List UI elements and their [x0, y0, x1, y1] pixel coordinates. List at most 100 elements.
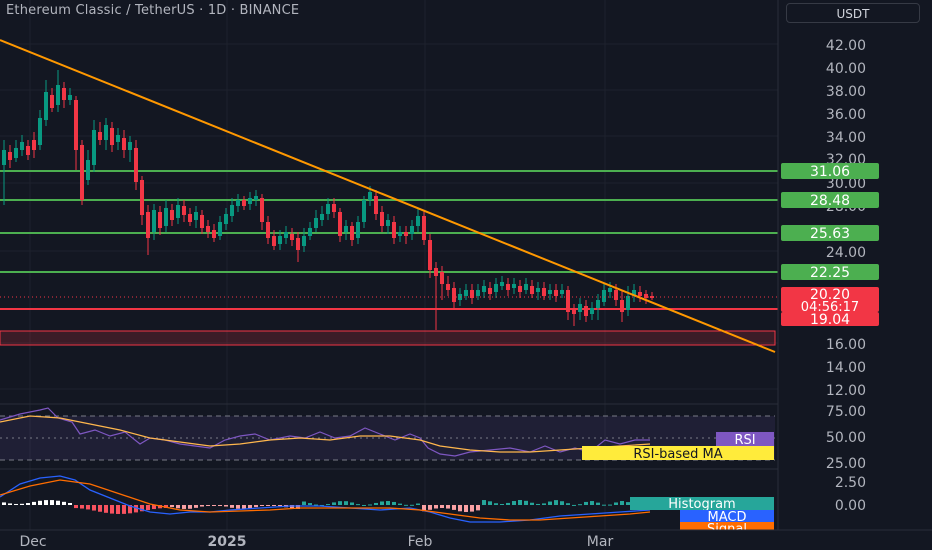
rsi-ma-line [0, 415, 651, 453]
price-tick: 14.00 [826, 360, 866, 376]
candle-body [440, 272, 444, 284]
histogram-bar [194, 505, 198, 508]
candle-body [326, 204, 330, 214]
histogram-bar [434, 505, 438, 509]
candle-body [230, 205, 234, 216]
histogram-bar [452, 505, 456, 510]
histogram-bar [476, 505, 480, 511]
histogram-bar [92, 505, 96, 511]
rsi-tag [716, 432, 774, 446]
price-tick: 34.00 [826, 130, 866, 146]
candle-body [128, 142, 132, 150]
candle-body [566, 290, 570, 312]
candle-body [488, 288, 492, 294]
histogram-bar [314, 504, 318, 506]
macd-line [0, 475, 651, 523]
candle-body [50, 95, 54, 108]
histogram-bar [128, 505, 132, 514]
histogram-bar [626, 502, 630, 505]
candle-body [56, 85, 60, 105]
histogram-bar [428, 505, 432, 510]
histogram-bar [566, 503, 570, 505]
histogram-bar [512, 501, 516, 505]
candle-body [464, 290, 468, 296]
candle-body [350, 226, 354, 240]
candle-body [224, 214, 228, 224]
horizontal-levels[interactable] [0, 170, 778, 310]
rsi-line [0, 407, 650, 457]
candle-body [110, 128, 114, 145]
candle-body [398, 232, 402, 236]
candle-body [476, 290, 480, 296]
histogram-bar [104, 505, 108, 513]
candle-body [254, 196, 258, 200]
level-19-04-label: 19.04 [810, 312, 850, 328]
histogram-bar [470, 505, 474, 512]
histogram-bar [410, 504, 414, 506]
candle-body [314, 218, 318, 228]
histogram-bar [278, 505, 282, 506]
candle-body [38, 118, 42, 145]
histogram-bar [494, 503, 498, 505]
histogram-bar [524, 500, 528, 505]
candle-body [434, 268, 438, 276]
candle-body [626, 296, 630, 310]
histogram-bar [320, 504, 324, 506]
histogram-bar [32, 501, 36, 505]
candle-body [122, 138, 126, 150]
current-price-label: 20.20 [810, 287, 850, 303]
candle-body [236, 200, 240, 206]
price-tick: 42.00 [826, 38, 866, 54]
rsi-tick: 25.00 [826, 456, 866, 472]
candle-body [578, 304, 582, 312]
histogram-bar [200, 505, 204, 507]
candle-body [284, 232, 288, 238]
histogram-bar [620, 501, 624, 505]
histogram-bar [584, 501, 588, 505]
macd-tick: 2.50 [835, 475, 866, 491]
candle-body [590, 308, 594, 314]
histogram-bar [176, 505, 180, 509]
price-tick: 40.00 [826, 61, 866, 77]
candle-body [20, 142, 24, 150]
candle-body [452, 288, 456, 302]
candle-body [482, 286, 486, 292]
candle-body [554, 290, 558, 296]
candle-body [470, 290, 474, 298]
histogram-bar [398, 503, 402, 505]
candle-body [446, 284, 450, 290]
trend-line[interactable] [0, 39, 776, 353]
chart-title[interactable]: Ethereum Classic / TetherUS · 1D · BINAN… [6, 3, 300, 18]
candle-body [32, 140, 36, 150]
rsi-label: RSI [734, 433, 755, 448]
candle-body [500, 282, 504, 286]
histogram-bar [482, 500, 486, 505]
histogram-bar [578, 504, 582, 506]
candle-body [356, 222, 360, 238]
candle-body [572, 310, 576, 314]
candle-body [80, 145, 84, 200]
candle-body [68, 95, 72, 100]
level-25-63-label: 25.63 [810, 226, 850, 242]
histogram-bar [380, 501, 384, 505]
time-axis[interactable] [0, 530, 932, 550]
candle-body [410, 226, 414, 234]
candle-body [392, 222, 396, 238]
histogram-bar [62, 501, 66, 505]
candle-body [632, 290, 636, 296]
candle-body [404, 232, 408, 236]
price-tick: 38.00 [826, 84, 866, 100]
currency-selector[interactable]: USDT [786, 3, 920, 23]
histogram-bar [44, 500, 48, 505]
candle-body [368, 192, 372, 200]
candle-body [602, 290, 606, 302]
histogram-bar [260, 505, 264, 506]
histogram-bar [56, 500, 60, 505]
histogram-bar [236, 505, 240, 509]
level-28-48-label: 28.48 [810, 193, 850, 209]
candle-body [272, 236, 276, 246]
histogram-bar [98, 505, 102, 512]
histogram-bar [116, 505, 120, 514]
histogram-bar [332, 502, 336, 505]
